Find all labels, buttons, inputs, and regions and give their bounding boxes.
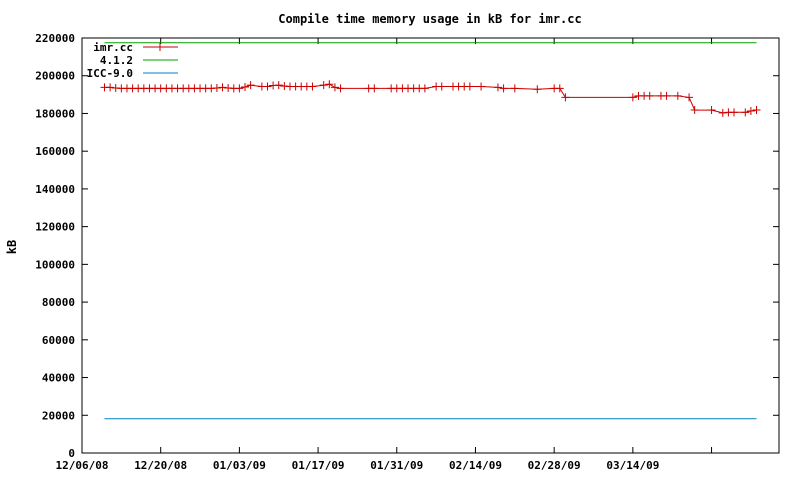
data-point: [685, 93, 694, 102]
x-tick-label: 02/28/09: [528, 459, 581, 472]
data-point: [218, 83, 227, 92]
legend-marker: [156, 43, 164, 51]
x-tick-label: 01/31/09: [370, 459, 423, 472]
data-point: [330, 83, 339, 92]
data-point: [465, 82, 474, 91]
data-point: [718, 108, 727, 117]
data-point: [746, 107, 755, 116]
data-point: [246, 81, 255, 90]
y-tick-label: 80000: [42, 296, 75, 309]
x-tick-label: 03/14/09: [606, 459, 659, 472]
x-axis: 12/06/08 12/20/08 01/03/09 01/17/09 01/31/09…: [56, 38, 713, 472]
data-point: [235, 84, 244, 93]
data-point: [336, 84, 345, 93]
data-point: [308, 82, 317, 91]
x-tick-label: 12/06/08: [56, 459, 109, 472]
data-point: [325, 80, 334, 89]
data-point: [533, 85, 542, 94]
data-point: [690, 106, 699, 115]
legend-label: ICC-9.0: [87, 67, 133, 80]
y-axis-label: kB: [5, 240, 19, 254]
y-axis: 0 20000 40000 60000 80000 100000 120000 140000 1…: [35, 32, 779, 460]
data-point: [241, 83, 250, 92]
data-point: [274, 81, 283, 90]
data-point: [370, 84, 379, 93]
x-tick-label: 01/17/09: [292, 459, 345, 472]
series-1: [100, 80, 761, 117]
y-tick-label: 0: [68, 447, 75, 460]
data-point: [437, 82, 446, 91]
data-point: [741, 108, 750, 117]
y-tick-label: 160000: [35, 145, 75, 158]
y-tick-label: 220000: [35, 32, 75, 45]
y-tick-label: 140000: [35, 183, 75, 196]
y-tick-label: 100000: [35, 258, 75, 271]
data-point: [420, 84, 429, 93]
data-point: [493, 83, 502, 92]
chart-title: Compile time memory usage in kB for imr.…: [278, 12, 581, 26]
data-point: [561, 93, 570, 102]
x-tick-label: 12/20/08: [134, 459, 187, 472]
series-layer: [100, 42, 761, 420]
data-point: [212, 83, 221, 92]
y-tick-label: 20000: [42, 409, 75, 422]
x-tick-label: 02/14/09: [449, 459, 502, 472]
data-point: [499, 84, 508, 93]
data-point: [319, 81, 328, 90]
data-point: [510, 84, 519, 93]
data-point: [645, 91, 654, 100]
y-tick-label: 120000: [35, 221, 75, 234]
y-tick-label: 40000: [42, 372, 75, 385]
data-point: [673, 91, 682, 100]
legend-label: imr.cc: [93, 41, 133, 54]
x-tick-label: 01/03/09: [213, 459, 266, 472]
y-tick-label: 200000: [35, 70, 75, 83]
data-point: [477, 82, 486, 91]
data-point: [662, 91, 671, 100]
plot-frame: [81, 37, 780, 454]
data-point: [106, 83, 115, 92]
legend-label: 4.1.2: [100, 54, 133, 67]
data-point: [707, 106, 716, 115]
data-point: [752, 106, 761, 115]
y-tick-label: 180000: [35, 107, 75, 120]
data-point: [628, 93, 637, 102]
y-tick-label: 60000: [42, 334, 75, 347]
data-point: [555, 84, 564, 93]
data-point: [263, 82, 272, 91]
data-point: [730, 108, 739, 117]
